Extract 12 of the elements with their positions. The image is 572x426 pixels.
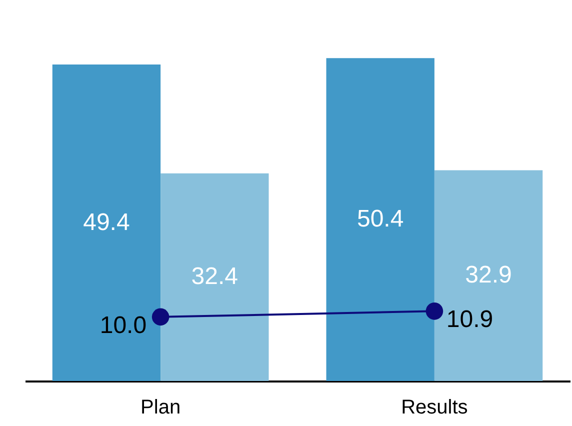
data-label: 10.0	[100, 312, 147, 339]
x-tick-label: Results	[401, 396, 468, 418]
data-label: 49.4	[83, 208, 130, 236]
data-label: 50.4	[356, 206, 404, 233]
bar	[52, 64, 161, 381]
bar	[434, 170, 543, 381]
data-label: 32.9	[465, 262, 512, 289]
x-tick-label: Plan	[140, 396, 181, 418]
data-label: 32.4	[191, 263, 238, 290]
bar	[326, 58, 434, 381]
data-label: 10.9	[446, 306, 494, 334]
bar	[160, 173, 269, 381]
